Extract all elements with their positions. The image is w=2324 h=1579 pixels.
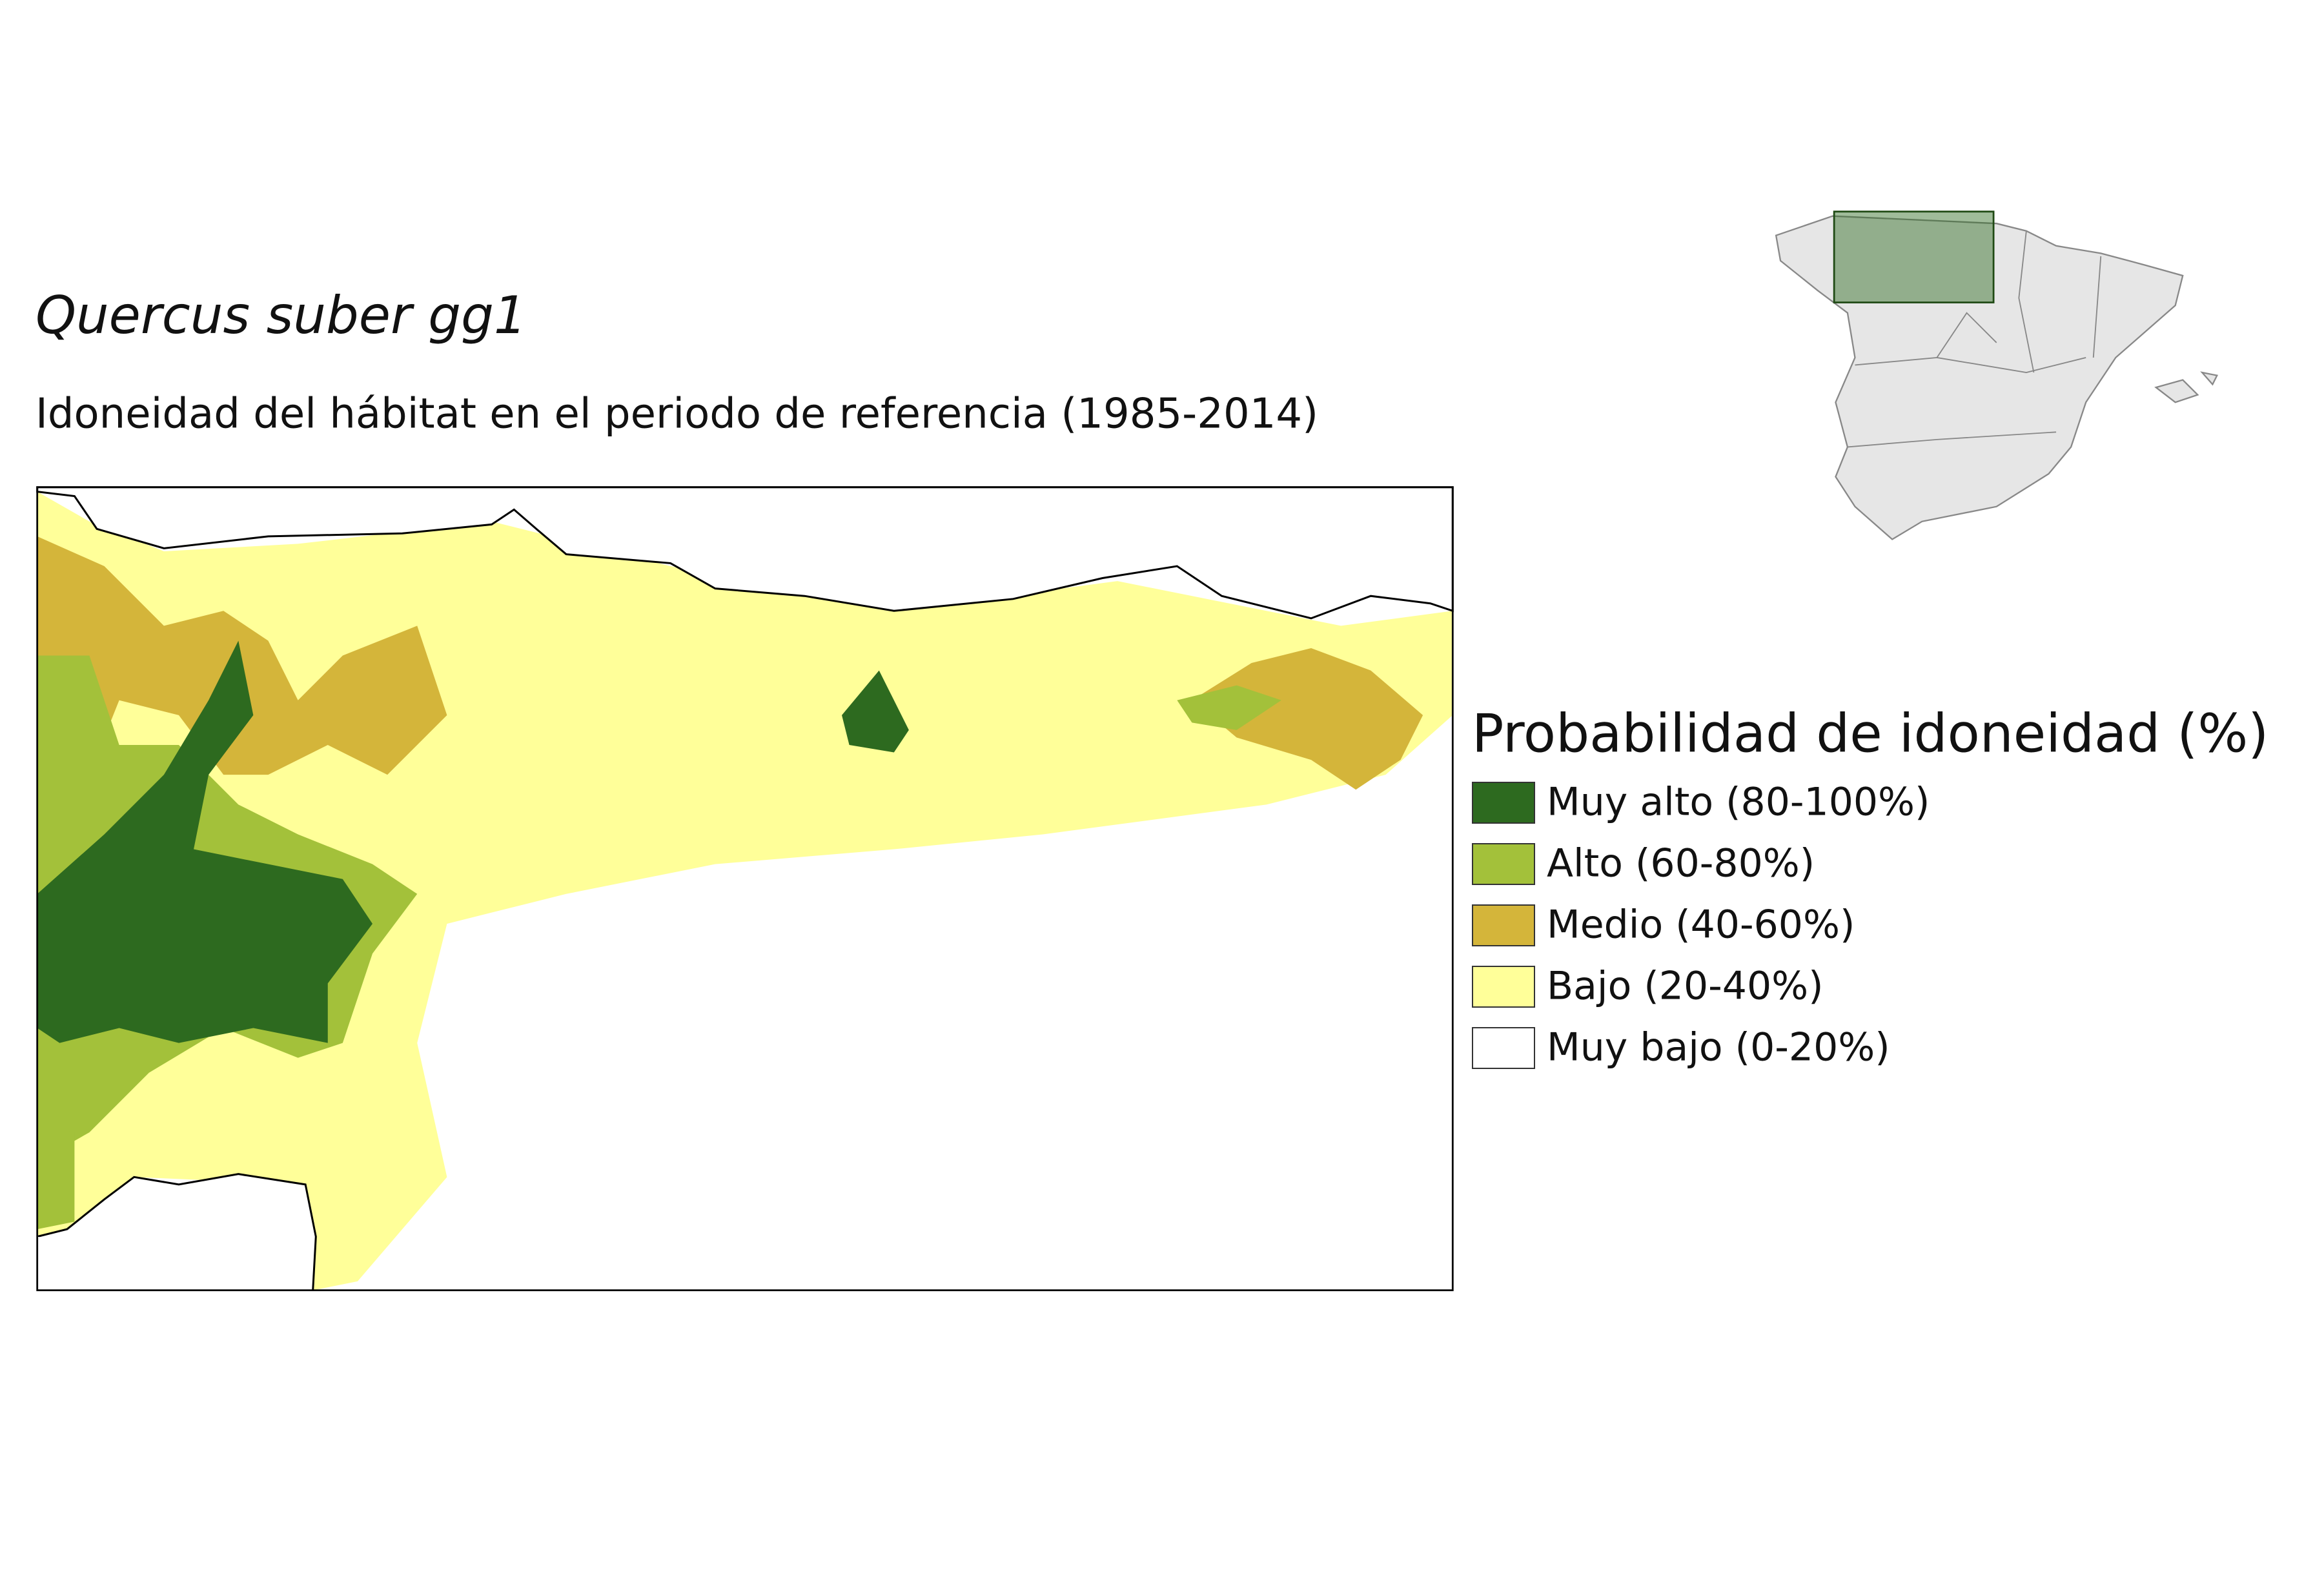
main-map	[36, 486, 1454, 1292]
legend-label: Muy bajo (0-20%)	[1547, 1025, 1890, 1070]
legend-title: Probabilidad de idoneidad (%)	[1472, 703, 2268, 764]
title: Quercus suber gg1	[36, 285, 527, 345]
legend-swatch	[1472, 904, 1535, 946]
legend-label: Bajo (20-40%)	[1547, 964, 1824, 1009]
legend-swatch	[1472, 1027, 1535, 1069]
legend-label: Alto (60-80%)	[1547, 841, 1815, 886]
legend-swatch	[1472, 966, 1535, 1008]
legend-label: Muy alto (80-100%)	[1547, 780, 1930, 825]
subtitle: Idoneidad del hábitat en el periodo de r…	[36, 391, 1318, 438]
inset-map	[1775, 210, 2219, 540]
legend: Muy alto (80-100%) Alto (60-80%) Medio (40…	[1472, 780, 1930, 1070]
legend-label: Medio (40-60%)	[1547, 902, 1855, 948]
legend-swatch	[1472, 843, 1535, 885]
legend-swatch	[1472, 782, 1535, 824]
